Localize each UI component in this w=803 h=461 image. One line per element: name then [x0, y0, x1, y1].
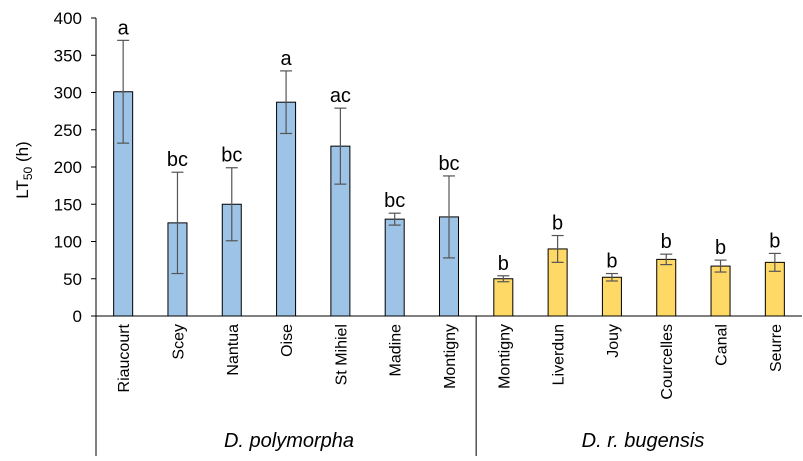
category-label: Canal	[714, 324, 731, 366]
y-tick-label: 100	[54, 233, 82, 252]
bar	[384, 218, 405, 317]
bar	[493, 278, 514, 317]
category-label: Scey	[170, 324, 187, 360]
y-tick-label: 400	[54, 9, 82, 28]
significance-letter: bc	[167, 149, 188, 171]
category-label: Riaucourt	[116, 323, 133, 392]
significance-letter: bc	[221, 145, 242, 167]
significance-letter: b	[715, 237, 726, 259]
bar	[656, 258, 677, 317]
y-axis: 0 50 100 150 200 250 300 350 400	[54, 9, 96, 326]
category-label: Seurre	[768, 324, 785, 372]
significance-letter: b	[606, 251, 617, 273]
y-axis-title-unit: (h)	[13, 141, 32, 167]
significance-letter: b	[552, 213, 563, 235]
group-label-d-r-bugensis: D. r. bugensis	[582, 430, 705, 452]
y-tick-label: 50	[63, 270, 82, 289]
bars	[113, 91, 785, 317]
y-tick-label: 250	[54, 121, 82, 140]
y-tick-label: 300	[54, 84, 82, 103]
category-label: St Mihiel	[333, 324, 350, 385]
category-label: Liverdun	[551, 324, 568, 385]
y-tick-label: 200	[54, 158, 82, 177]
significance-letter: b	[498, 253, 509, 275]
significance-letter: b	[661, 231, 672, 253]
category-label: Madine	[388, 324, 405, 377]
y-tick-label: 0	[73, 307, 82, 326]
y-axis-title-main: LT	[13, 180, 32, 199]
significance-letter: bc	[438, 153, 459, 175]
significance-letter: a	[118, 17, 130, 39]
y-tick-label: 150	[54, 195, 82, 214]
category-label: Courcelles	[659, 324, 676, 400]
error-bars	[117, 39, 781, 283]
significance-letter: a	[281, 48, 293, 70]
bar	[601, 276, 622, 317]
category-label: Jouy	[605, 324, 622, 358]
bar	[710, 265, 731, 317]
significance-letter: b	[769, 230, 780, 252]
y-tick-label: 350	[54, 46, 82, 65]
significance-letter: bc	[384, 190, 405, 212]
significance-letters: a bc bc a ac bc bc b b b b b b	[118, 17, 781, 274]
category-label: Montigny	[496, 324, 513, 389]
category-label: Montigny	[442, 324, 459, 389]
y-axis-title-subscript: 50	[21, 166, 35, 180]
axes	[95, 18, 802, 456]
y-axis-title: LT50 (h)	[13, 141, 35, 198]
category-label: Oise	[279, 324, 296, 357]
bar	[276, 101, 297, 317]
group-label-d-polymorpha: D. polymorpha	[224, 430, 354, 452]
category-label: Nantua	[225, 324, 242, 376]
significance-letter: ac	[330, 85, 351, 107]
x-axis-category-labels: Riaucourt Scey Nantua Oise St Mihiel Madine Mo…	[116, 323, 785, 399]
